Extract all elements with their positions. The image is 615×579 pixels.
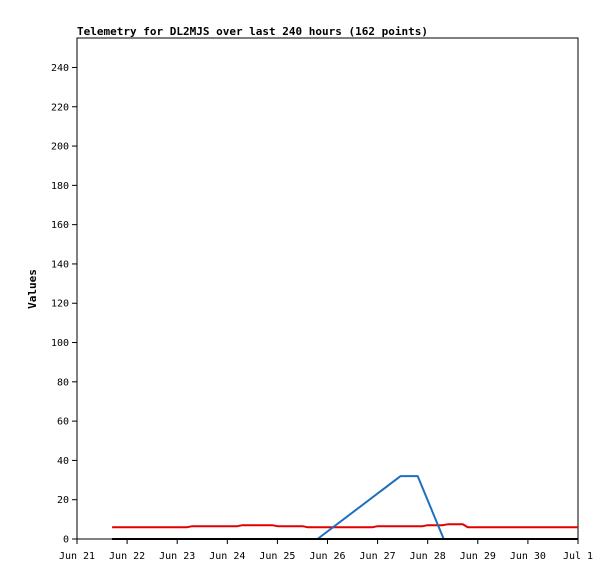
plot-frame [76,37,579,540]
chart-title: Telemetry for DL2MJS over last 240 hours… [77,25,428,38]
series-line-1 [112,523,578,529]
x-tick-label: Jun 28 [410,551,446,562]
y-tick-label: 100 [51,338,69,349]
x-tick-label: Jun 27 [360,551,396,562]
series-layer [112,475,578,540]
y-tick-label: 60 [57,417,69,428]
x-tick-label: Jun 22 [109,551,145,562]
x-tick-label: Jun 29 [460,551,496,562]
x-tick-label: Jun 23 [159,551,195,562]
y-tick-label: 0 [63,535,69,546]
y-tick-label: 220 [51,102,69,113]
x-tick-label: Jun 30 [510,551,546,562]
y-tick-label: 160 [51,220,69,231]
x-tick-label: Jun 21 [59,551,95,562]
y-tick-label: 20 [57,495,69,506]
x-tick-label: Jun 24 [209,551,245,562]
y-tick-label: 80 [57,377,69,388]
y-tick-label: 240 [51,63,69,74]
y-tick-label: 140 [51,259,69,270]
x-axis: Jun 21 Jun 22 Jun 23 Jun 24 Jun 25 Jun 26 Jun … [59,539,593,562]
series-line-2 [316,475,445,540]
y-axis: 0 20 40 60 80 100 120 140 160 180 200 220 240 [51,63,77,546]
x-tick-label: Jul 1 [563,551,593,562]
x-tick-label: Jun 25 [259,551,295,562]
y-tick-label: 200 [51,142,69,153]
y-tick-label: 120 [51,299,69,310]
x-tick-label: Jun 26 [309,551,345,562]
y-tick-label: 180 [51,181,69,192]
y-tick-label: 40 [57,456,69,467]
y-axis-label: Values [26,269,39,309]
